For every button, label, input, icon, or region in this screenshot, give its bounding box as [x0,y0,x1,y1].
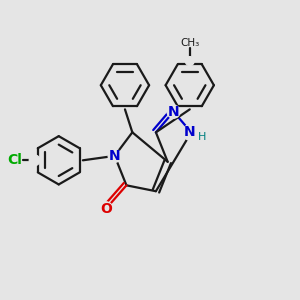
Text: O: O [100,202,112,216]
Circle shape [167,105,180,118]
Circle shape [185,57,194,65]
Circle shape [108,149,121,162]
Text: CH₃: CH₃ [180,38,200,48]
Text: Cl: Cl [7,153,22,167]
Text: N: N [109,149,121,163]
Text: N: N [168,105,179,119]
Circle shape [99,202,113,216]
Text: H: H [198,132,207,142]
Circle shape [29,155,40,166]
Text: N: N [184,125,196,139]
Circle shape [183,124,200,141]
